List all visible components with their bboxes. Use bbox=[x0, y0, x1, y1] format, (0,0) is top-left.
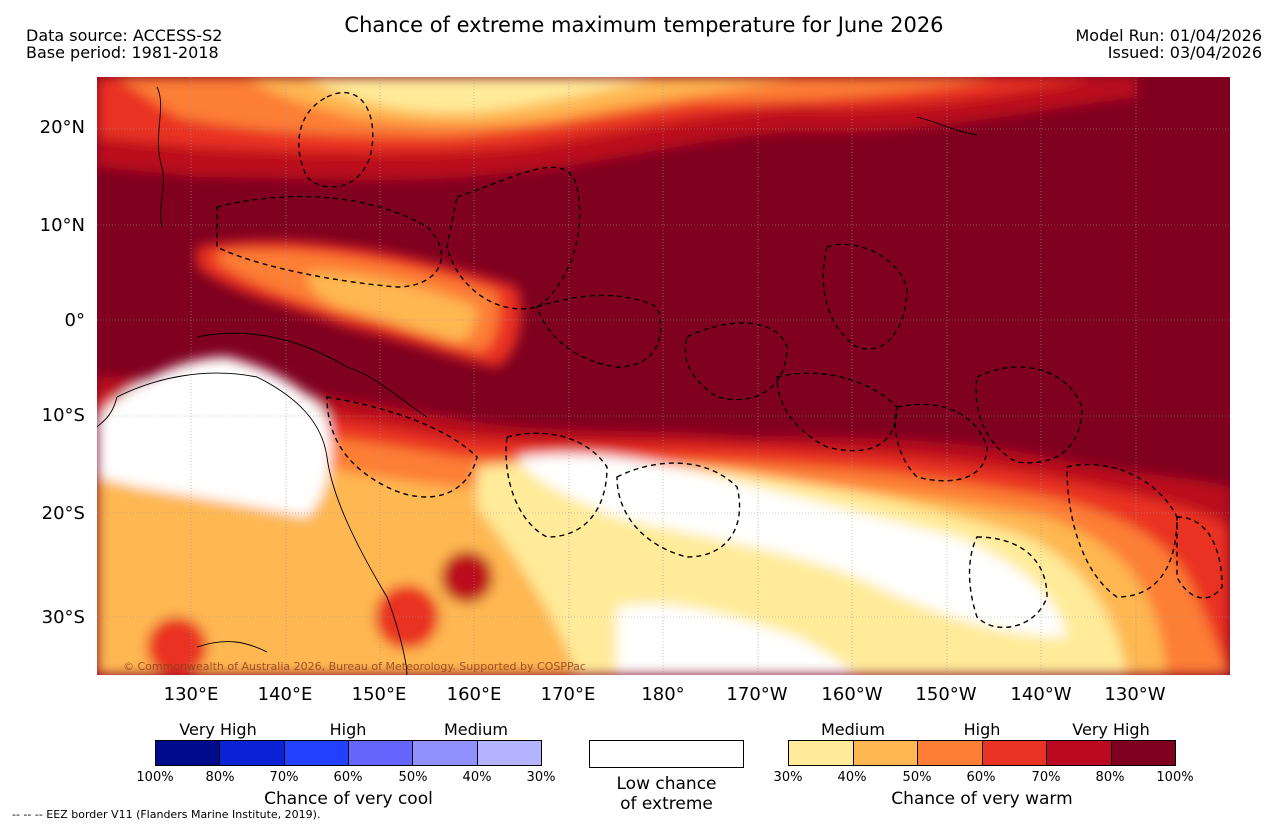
issued-label: Issued: 03/04/2026 bbox=[1107, 43, 1262, 62]
lat-label-10n: 10°N bbox=[39, 215, 85, 236]
coastlines bbox=[97, 86, 978, 675]
copyright-notice: © Commonwealth of Australia 2026, Bureau… bbox=[123, 660, 586, 673]
lat-label-0: 0° bbox=[64, 310, 85, 331]
cool-swatch-4 bbox=[348, 741, 414, 765]
lon-label-140e: 140°E bbox=[257, 684, 313, 705]
cool-swatch-6 bbox=[477, 741, 541, 765]
warm-swatch-2 bbox=[853, 741, 918, 765]
cool-tick-30: 30% bbox=[526, 770, 556, 785]
model-run-label: Model Run: 01/04/2026 bbox=[1075, 26, 1263, 45]
map-title: Chance of extreme maximum temperature fo… bbox=[344, 13, 944, 37]
data-source-label: Data source: ACCESS-S2 bbox=[26, 26, 223, 45]
low-chance-label: Low chance of extreme bbox=[589, 774, 744, 814]
warm-cat-very-high: Very High bbox=[1072, 720, 1150, 739]
warm-swatch-4 bbox=[982, 741, 1047, 765]
warm-tick-40: 40% bbox=[837, 770, 867, 785]
graticule bbox=[97, 77, 1230, 675]
lon-label-160e: 160°E bbox=[446, 684, 502, 705]
warm-cat-high: High bbox=[963, 720, 1001, 739]
cool-swatch-1 bbox=[156, 741, 221, 765]
low-chance-swatch bbox=[589, 740, 744, 768]
lon-label-170e: 170°E bbox=[540, 684, 596, 705]
eez-footnote: -- -- -- EEZ border V11 (Flanders Marine… bbox=[12, 808, 321, 821]
cool-tick-50: 50% bbox=[398, 770, 428, 785]
lon-label-160w: 160°W bbox=[821, 684, 883, 705]
lon-label-170w: 170°W bbox=[726, 684, 788, 705]
eez-borders bbox=[216, 91, 1223, 629]
cool-tick-70: 70% bbox=[269, 770, 299, 785]
warm-tick-70: 70% bbox=[1031, 770, 1061, 785]
warm-tick-100: 100% bbox=[1156, 770, 1194, 785]
lon-label-180: 180° bbox=[641, 684, 685, 705]
lon-label-150e: 150°E bbox=[351, 684, 407, 705]
lat-label-20s: 20°S bbox=[41, 503, 85, 524]
lon-label-130w: 130°W bbox=[1104, 684, 1166, 705]
cool-swatch-5 bbox=[413, 741, 478, 765]
warm-swatch-3 bbox=[918, 741, 983, 765]
warm-tick-60: 60% bbox=[966, 770, 996, 785]
low-chance-line2: of extreme bbox=[620, 794, 713, 814]
warm-tick-30: 30% bbox=[773, 770, 803, 785]
warm-swatch-1 bbox=[789, 741, 854, 765]
warm-tick-80: 80% bbox=[1095, 770, 1125, 785]
cool-legend-title: Chance of very cool bbox=[264, 789, 433, 809]
warm-tick-50: 50% bbox=[902, 770, 932, 785]
warm-colorbar bbox=[788, 740, 1176, 766]
cool-swatch-3 bbox=[284, 741, 349, 765]
cool-cat-medium: Medium bbox=[444, 720, 508, 739]
lat-label-20n: 20°N bbox=[39, 117, 85, 138]
cool-tick-80: 80% bbox=[205, 770, 235, 785]
cool-cat-high: High bbox=[329, 720, 367, 739]
cool-swatch-2 bbox=[220, 741, 285, 765]
lat-label-30s: 30°S bbox=[41, 607, 85, 628]
cool-tick-40: 40% bbox=[462, 770, 492, 785]
cool-tick-100: 100% bbox=[136, 770, 174, 785]
lon-label-140w: 140°W bbox=[1010, 684, 1072, 705]
warm-swatch-5 bbox=[1047, 741, 1112, 765]
lon-label-150w: 150°W bbox=[915, 684, 977, 705]
lat-label-10s: 10°S bbox=[41, 405, 85, 426]
warm-legend-title: Chance of very warm bbox=[891, 789, 1073, 809]
cool-colorbar bbox=[155, 740, 542, 766]
warm-swatch-6 bbox=[1111, 741, 1175, 765]
low-chance-line1: Low chance bbox=[616, 774, 717, 794]
cool-tick-60: 60% bbox=[333, 770, 363, 785]
lon-label-130e: 130°E bbox=[163, 684, 219, 705]
map-svg bbox=[97, 77, 1230, 675]
forecast-map: © Commonwealth of Australia 2026, Bureau… bbox=[97, 77, 1230, 675]
base-period-label: Base period: 1981-2018 bbox=[26, 43, 219, 62]
warm-cat-medium: Medium bbox=[821, 720, 885, 739]
cool-cat-very-high: Very High bbox=[179, 720, 257, 739]
